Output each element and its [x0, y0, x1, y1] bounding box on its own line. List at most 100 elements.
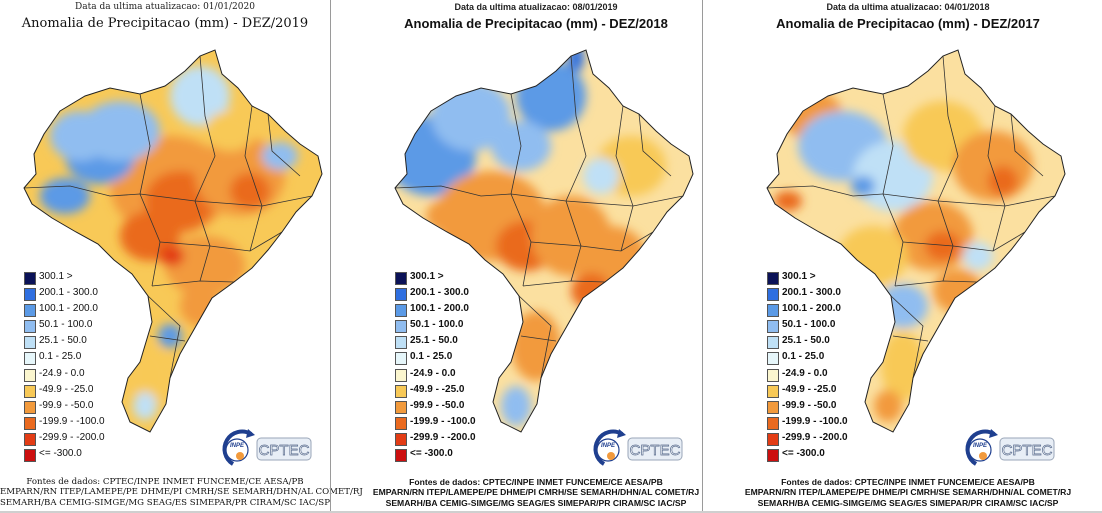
bottom-scrollbar-strip: [0, 511, 1102, 513]
legend-swatch: [24, 288, 36, 302]
legend-swatch: [395, 449, 407, 463]
cptec-wordmark: CPTEC: [259, 442, 310, 459]
state-border: [395, 185, 512, 197]
anomaly-region: [568, 50, 584, 72]
legend-swatch: [767, 336, 779, 350]
state-border: [892, 335, 929, 342]
legend-swatch: [24, 352, 36, 366]
anomaly-region: [925, 231, 961, 261]
state-border: [987, 105, 1006, 252]
data-source-line: SEMARH/BA CEMIG-SIMGE/MG SEAG/ES SIMEPAR…: [385, 497, 687, 508]
legend-label: -299.9 - -200.0: [410, 431, 476, 443]
state-border: [937, 55, 959, 282]
cptec-wordmark: CPTEC: [1002, 442, 1053, 459]
legend-label: 50.1 - 100.0: [410, 319, 464, 331]
legend-swatch: [24, 449, 36, 463]
legend-swatch: [767, 368, 779, 382]
legend-swatch: [24, 320, 36, 334]
legend-swatch: [395, 272, 407, 285]
country-outline: [23, 49, 323, 433]
brazil-anomaly-map: [766, 49, 1066, 433]
legend-swatch: [395, 304, 407, 318]
legend-label: -199.9 - -100.0: [410, 415, 476, 427]
legend-swatch: [767, 272, 779, 285]
state-border: [902, 231, 1026, 252]
anomaly-region: [988, 166, 1018, 196]
anomaly-region: [158, 324, 182, 348]
legend-label: -49.9 - -25.0: [410, 383, 465, 395]
legend-swatch: [395, 416, 407, 430]
map-title: Anomalia de Precipitacao (mm) - DEZ/2018: [404, 16, 668, 31]
state-border: [565, 55, 587, 282]
legend-swatch: [767, 416, 779, 430]
legend-swatch: [395, 384, 407, 398]
inpe-cptec-logo: INPE CPTEC: [222, 429, 312, 466]
legend-label: -24.9 - 0.0: [782, 367, 828, 379]
legend-label: <= -300.0: [39, 448, 82, 460]
cptec-wordmark: CPTEC: [630, 442, 681, 459]
anomaly-region: [50, 111, 110, 161]
anomaly-region: [571, 273, 611, 309]
legend-swatch: [767, 304, 779, 318]
anomaly-region: [933, 269, 983, 313]
inpe-cptec-logo: INPE CPTEC: [593, 429, 683, 466]
legend-label: -299.9 - -200.0: [39, 431, 105, 443]
update-date-label: Data da ultima atualizacao: 08/01/2019: [454, 2, 618, 12]
anomaly-region: [426, 198, 476, 234]
map-title: Anomalia de Precipitacao (mm) - DEZ/2019: [21, 16, 309, 31]
data-source-line: Fontes de dados: CPTEC/INPE INMET FUNCEM…: [26, 477, 304, 487]
legend-label: <= -300.0: [410, 448, 453, 460]
data-sources-footer: Fontes de dados: CPTEC/INPE INMET FUNCEM…: [0, 477, 363, 508]
legend-label: 25.1 - 50.0: [410, 335, 458, 347]
state-border: [267, 113, 301, 177]
anomaly-region: [165, 236, 245, 296]
legend-label: <= -300.0: [782, 448, 825, 460]
legend-label: -299.9 - -200.0: [782, 431, 848, 443]
legend-label: -49.9 - -25.0: [782, 383, 837, 395]
state-border: [767, 185, 884, 197]
legend-swatch: [395, 432, 407, 446]
state-border: [518, 295, 552, 379]
legend-swatch: [395, 320, 407, 334]
state-border: [147, 295, 181, 379]
legend-swatch: [767, 288, 779, 302]
data-source-line: EMPARN/RN ITEP/LAMEPE/PE DHME/PI CMRH/SE…: [0, 487, 363, 498]
state-border: [894, 280, 978, 287]
legend-swatch: [767, 432, 779, 446]
legend-label: 25.1 - 50.0: [782, 335, 830, 347]
anomaly-region: [511, 311, 561, 381]
state-border: [149, 335, 186, 342]
legend-label: -199.9 - -100.0: [39, 415, 105, 427]
state-border: [1010, 113, 1044, 177]
legend-swatch: [767, 449, 779, 463]
inpe-badge: INPE: [230, 443, 245, 449]
data-sources-footer: Fontes de dados: CPTEC/INPE INMET FUNCEM…: [743, 477, 1073, 508]
legend-label: -199.9 - -100.0: [782, 415, 848, 427]
anomaly-region: [874, 390, 902, 422]
legend-label: 100.1 - 200.0: [782, 303, 841, 315]
legend-label: 0.1 - 25.0: [39, 351, 82, 363]
legend-swatch: [395, 288, 407, 302]
state-border: [882, 193, 1056, 207]
legend-label: 50.1 - 100.0: [39, 319, 93, 331]
state-border: [520, 335, 557, 342]
legend-label: 0.1 - 25.0: [782, 351, 825, 363]
legend-label: 100.1 - 200.0: [410, 303, 469, 315]
brazil-anomaly-map: [394, 49, 694, 433]
anomaly-region: [963, 242, 993, 270]
legend-label: 300.1 >: [410, 271, 444, 282]
map-panel-dez-2018: Data da ultima atualizacao: 08/01/2019 An…: [371, 0, 701, 511]
anomaly-region: [205, 111, 255, 151]
inpe-badge: INPE: [601, 443, 616, 449]
legend-swatch: [767, 400, 779, 414]
legend-swatch: [24, 336, 36, 350]
legend-swatch: [395, 352, 407, 366]
map-title: Anomalia de Precipitacao (mm) - DEZ/2017: [776, 16, 1040, 31]
state-border: [530, 231, 654, 252]
legend-swatch: [767, 352, 779, 366]
legend-swatch: [24, 384, 36, 398]
anomaly-region: [160, 246, 184, 266]
inpe-badge: INPE: [973, 443, 988, 449]
anomaly-region: [170, 66, 230, 126]
